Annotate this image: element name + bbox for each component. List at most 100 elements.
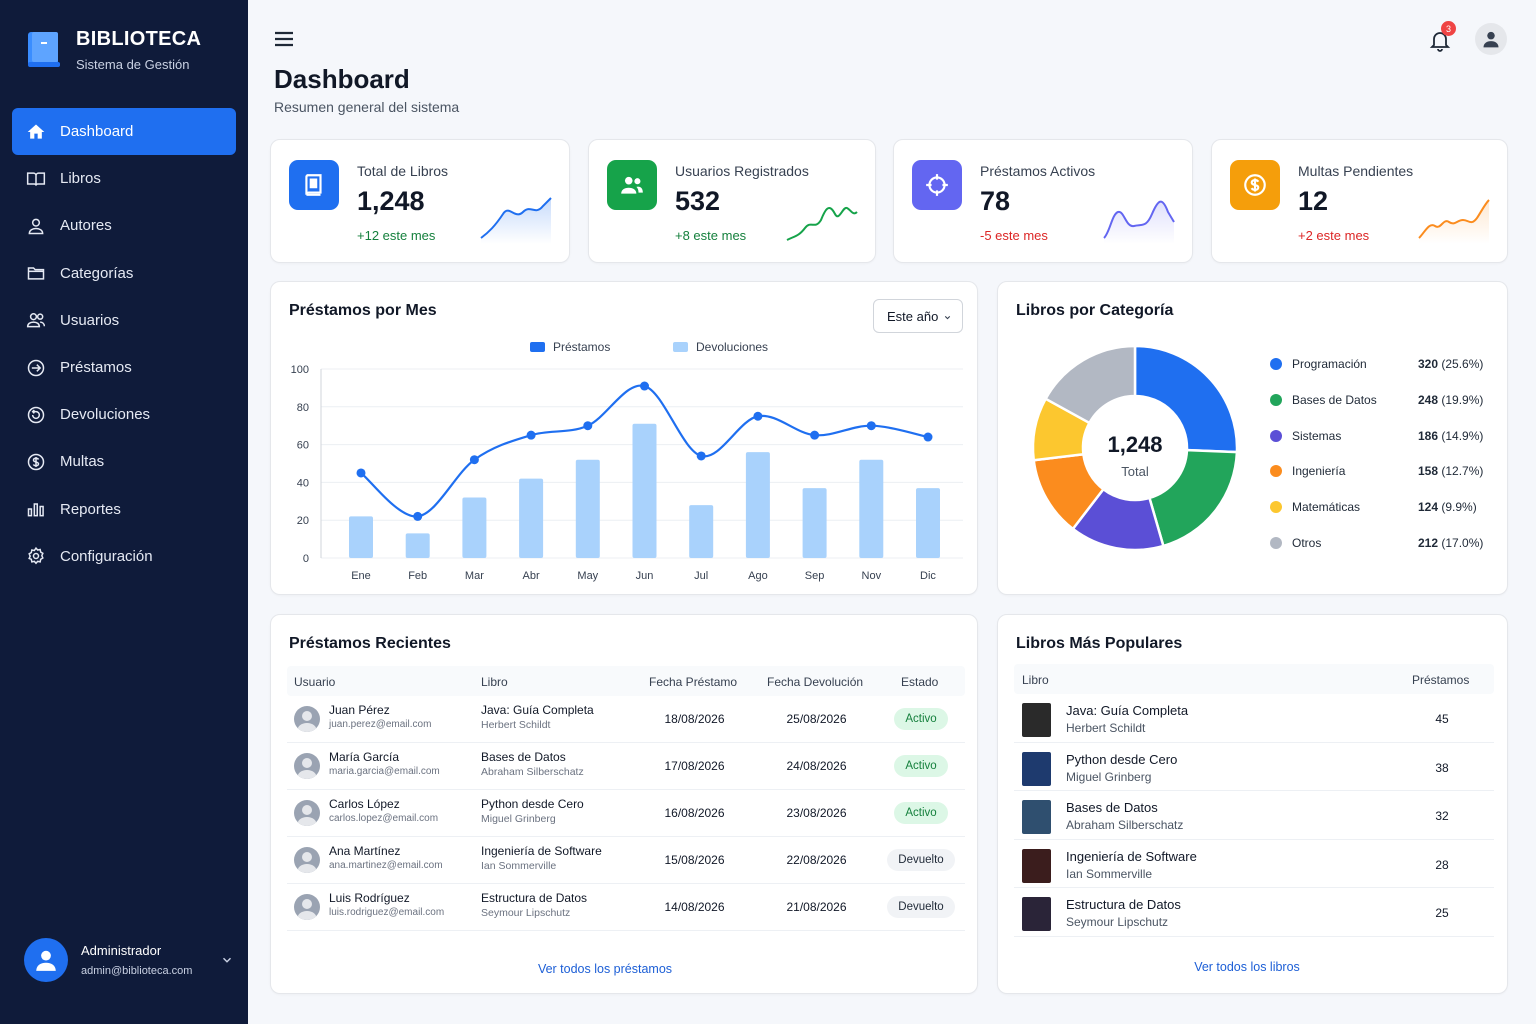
return-date: 24/08/2026 (786, 759, 847, 773)
sidebar-item-label: Configuración (60, 547, 153, 565)
book-author: Seymour Lipschutz (1066, 915, 1169, 929)
hamburger-menu-icon[interactable] (274, 30, 294, 48)
avatar (294, 847, 320, 873)
user-icon (297, 711, 317, 732)
bar-devoluciones-Ene (349, 516, 373, 558)
stat-value: 532 (675, 186, 721, 216)
sidebar-item-label: Categorías (60, 264, 134, 282)
users-icon (621, 176, 643, 194)
gear-icon (28, 547, 44, 565)
sidebar-item-libros[interactable]: Libros (12, 155, 236, 202)
book-author: Miguel Grinberg (481, 813, 556, 825)
sidebar-item-multas[interactable]: Multas (12, 438, 236, 485)
user-email: ana.martinez@email.com (329, 860, 443, 871)
x-tick-label: May (577, 570, 598, 582)
sidebar-item-reportes[interactable]: Reportes (12, 486, 236, 533)
sidebar-item-devoluciones[interactable]: Devoluciones (12, 391, 236, 438)
sidebar-item-autores[interactable]: Autores (12, 202, 236, 249)
table-row[interactable]: Carlos López carlos.lopez@email.com Python… (287, 790, 965, 837)
point-prestamos-May (583, 421, 593, 431)
category-count: 158 (1418, 464, 1439, 479)
sidebar-item-prestamos[interactable]: Préstamos (12, 344, 236, 391)
category-percent: (14.9%) (1441, 428, 1484, 443)
category-percent: (12.7%) (1441, 464, 1484, 479)
donut-slice-5 (1043, 344, 1137, 425)
view-all-books-link[interactable]: Ver todos los libros (1194, 960, 1300, 974)
user-name: Luis Rodríguez (329, 891, 410, 905)
users-icon (26, 313, 46, 328)
category-count: 212 (1418, 536, 1439, 550)
sidebar-item-label: Libros (60, 170, 101, 188)
user-icon (297, 758, 317, 779)
status-badge: Activo (894, 755, 948, 777)
book-title: Estructura de Datos (481, 891, 588, 905)
book-cover-icon (1022, 751, 1051, 786)
column-header: Fecha Devolución (767, 675, 864, 689)
return-date: 21/08/2026 (786, 900, 847, 914)
bar-devoluciones-Mar (462, 497, 487, 558)
sidebar-item-categorias[interactable]: Categorías (12, 250, 236, 297)
book-title: Estructura de Datos (1066, 897, 1181, 912)
list-item[interactable]: Bases de Datos Abraham Silberschatz 32 (1014, 791, 1494, 840)
y-tick-label: 0 (303, 553, 309, 565)
category-count: 124 (1418, 500, 1439, 515)
table-row[interactable]: Ana Martínez ana.martinez@email.com Ingeni… (287, 837, 965, 884)
book-author: Ian Sommerville (1066, 866, 1153, 881)
stat-icon-bg (1230, 160, 1280, 210)
return-date: 23/08/2026 (786, 806, 847, 820)
legend-dot (1270, 393, 1282, 406)
stat-delta: +12 este mes (357, 228, 436, 243)
top-avatar[interactable] (1475, 23, 1507, 55)
list-item[interactable]: Python desde Cero Miguel Grinberg 38 (1014, 743, 1494, 791)
legend-swatch (530, 342, 545, 352)
sparkline (1418, 199, 1490, 244)
bar-devoluciones-May (575, 459, 600, 558)
bar-devoluciones-Abr (519, 478, 544, 558)
category-percent: (9.9%) (1441, 500, 1477, 515)
y-tick-label: 80 (297, 402, 309, 414)
avatar (294, 753, 320, 779)
brand: BIBLIOTECA Sistema de Gestión (26, 28, 201, 72)
card-title: Libros Más Populares (1016, 635, 1183, 652)
list-item[interactable]: Java: Guía Completa Herbert Schildt 45 (1014, 694, 1494, 743)
list-item[interactable]: Ingeniería de Software Ian Sommerville 28 (1014, 840, 1494, 888)
loan-date: 17/08/2026 (664, 759, 725, 773)
category-name: Bases de Datos (1292, 392, 1377, 407)
stat-card-usuarios: Usuarios Registrados 532 +8 este mes (588, 139, 876, 263)
home-icon (27, 124, 45, 139)
category-name: Otros (1292, 536, 1322, 550)
table-header: Libro Préstamos (1014, 664, 1494, 694)
point-prestamos-Dic (923, 432, 933, 442)
sidebar-item-dashboard[interactable]: Dashboard (12, 108, 236, 156)
sidebar-item-label: Autores (60, 217, 112, 235)
legend-item: Bases de Datos 248 (19.9%) (1270, 390, 1486, 410)
loan-date: 14/08/2026 (664, 900, 725, 914)
view-all-loans-link[interactable]: Ver todos los préstamos (537, 962, 673, 976)
y-tick-label: 60 (297, 440, 309, 452)
point-prestamos-Jun (640, 381, 649, 391)
table-row[interactable]: Juan Pérez juan.perez@email.com Java: Guía… (287, 696, 965, 743)
page-title: Dashboard (274, 64, 410, 94)
sidebar-item-usuarios[interactable]: Usuarios (12, 297, 236, 344)
bar-devoluciones-Sep (802, 488, 827, 558)
table-row[interactable]: María García maria.garcia@email.com Bases … (287, 743, 965, 790)
table-header: Usuario Libro Fecha Préstamo Fecha Devol… (287, 666, 965, 696)
bar-devoluciones-Jun (632, 423, 657, 558)
book-logo-icon (28, 32, 60, 67)
book-title: Ingeniería de Software (481, 844, 602, 858)
book-cover-icon (1022, 703, 1051, 737)
user-menu[interactable]: Administrador admin@biblioteca.com (24, 938, 234, 982)
status-badge: Devuelto (887, 896, 955, 918)
category-count: 248 (1418, 392, 1439, 407)
sidebar-item-configuracion[interactable]: Configuración (12, 533, 236, 580)
x-tick-label: Jun (636, 570, 654, 582)
year-filter-select[interactable]: Este año (873, 299, 963, 333)
category-name: Programación (1292, 357, 1367, 371)
category-percent: (25.6%) (1441, 357, 1484, 371)
chevron-down-icon[interactable] (220, 953, 234, 967)
stat-value: 1,248 (357, 186, 425, 216)
legend-dot (1270, 429, 1282, 442)
table-row[interactable]: Luis Rodríguez luis.rodriguez@email.com Es… (287, 884, 965, 931)
list-item[interactable]: Estructura de Datos Seymour Lipschutz 25 (1014, 888, 1494, 937)
book-title: Java: Guía Completa (1066, 703, 1189, 718)
